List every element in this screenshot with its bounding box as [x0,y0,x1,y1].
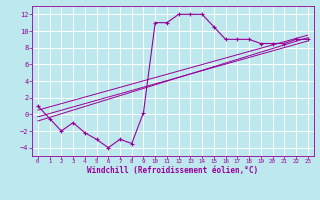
X-axis label: Windchill (Refroidissement éolien,°C): Windchill (Refroidissement éolien,°C) [87,166,258,175]
